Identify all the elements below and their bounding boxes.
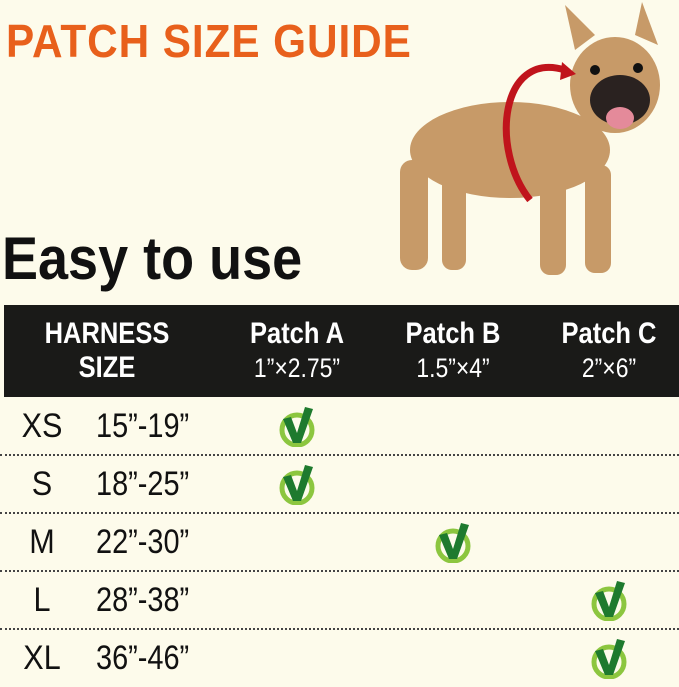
header-patch-a: Patch A 1”×2.75”	[222, 317, 372, 385]
check-mark-icon	[279, 407, 315, 447]
measure-arrow-icon	[502, 64, 567, 203]
table-header: HARNESS SIZE Patch A 1”×2.75” Patch B 1.…	[4, 305, 679, 397]
page-title: PATCH SIZE GUIDE	[6, 15, 412, 67]
header-patch-c: Patch C 2”×6”	[534, 317, 679, 385]
subtitle: Easy to use	[2, 225, 303, 292]
header-size-line2: SIZE	[78, 351, 136, 384]
check-mark-icon	[591, 581, 627, 621]
table-row: XS 15”-19”	[0, 397, 679, 456]
check-mark-icon	[279, 465, 315, 505]
patch-name: Patch C	[561, 317, 657, 350]
table-row: S 18”-25”	[0, 455, 679, 514]
header-patch-b: Patch B 1.5”×4”	[378, 317, 528, 385]
dog-image	[400, 2, 660, 275]
patch-name: Patch A	[249, 317, 345, 350]
header-harness-size: HARNESS SIZE	[12, 317, 202, 385]
patch-dims: 1”×2.75”	[253, 353, 341, 383]
size-label: M	[29, 523, 55, 561]
table-row: XL 36”-46”	[0, 629, 679, 686]
patch-dims: 2”×6”	[581, 353, 637, 383]
check-mark-icon	[591, 639, 627, 679]
header-size-line1: HARNESS	[44, 317, 170, 350]
patch-name: Patch B	[405, 317, 501, 350]
table-row: L 28”-38”	[0, 571, 679, 630]
size-range: 28”-38”	[96, 581, 190, 619]
check-mark-icon	[435, 523, 471, 563]
table-row: M 22”-30”	[0, 513, 679, 572]
patch-dims: 1.5”×4”	[416, 353, 490, 383]
size-label: S	[31, 465, 53, 503]
size-label: XL	[23, 639, 61, 677]
size-label: L	[33, 581, 51, 619]
size-label: XS	[21, 407, 63, 445]
size-range: 36”-46”	[96, 639, 190, 677]
size-range: 22”-30”	[96, 523, 190, 561]
size-range: 18”-25”	[96, 465, 190, 503]
size-range: 15”-19”	[96, 407, 190, 445]
